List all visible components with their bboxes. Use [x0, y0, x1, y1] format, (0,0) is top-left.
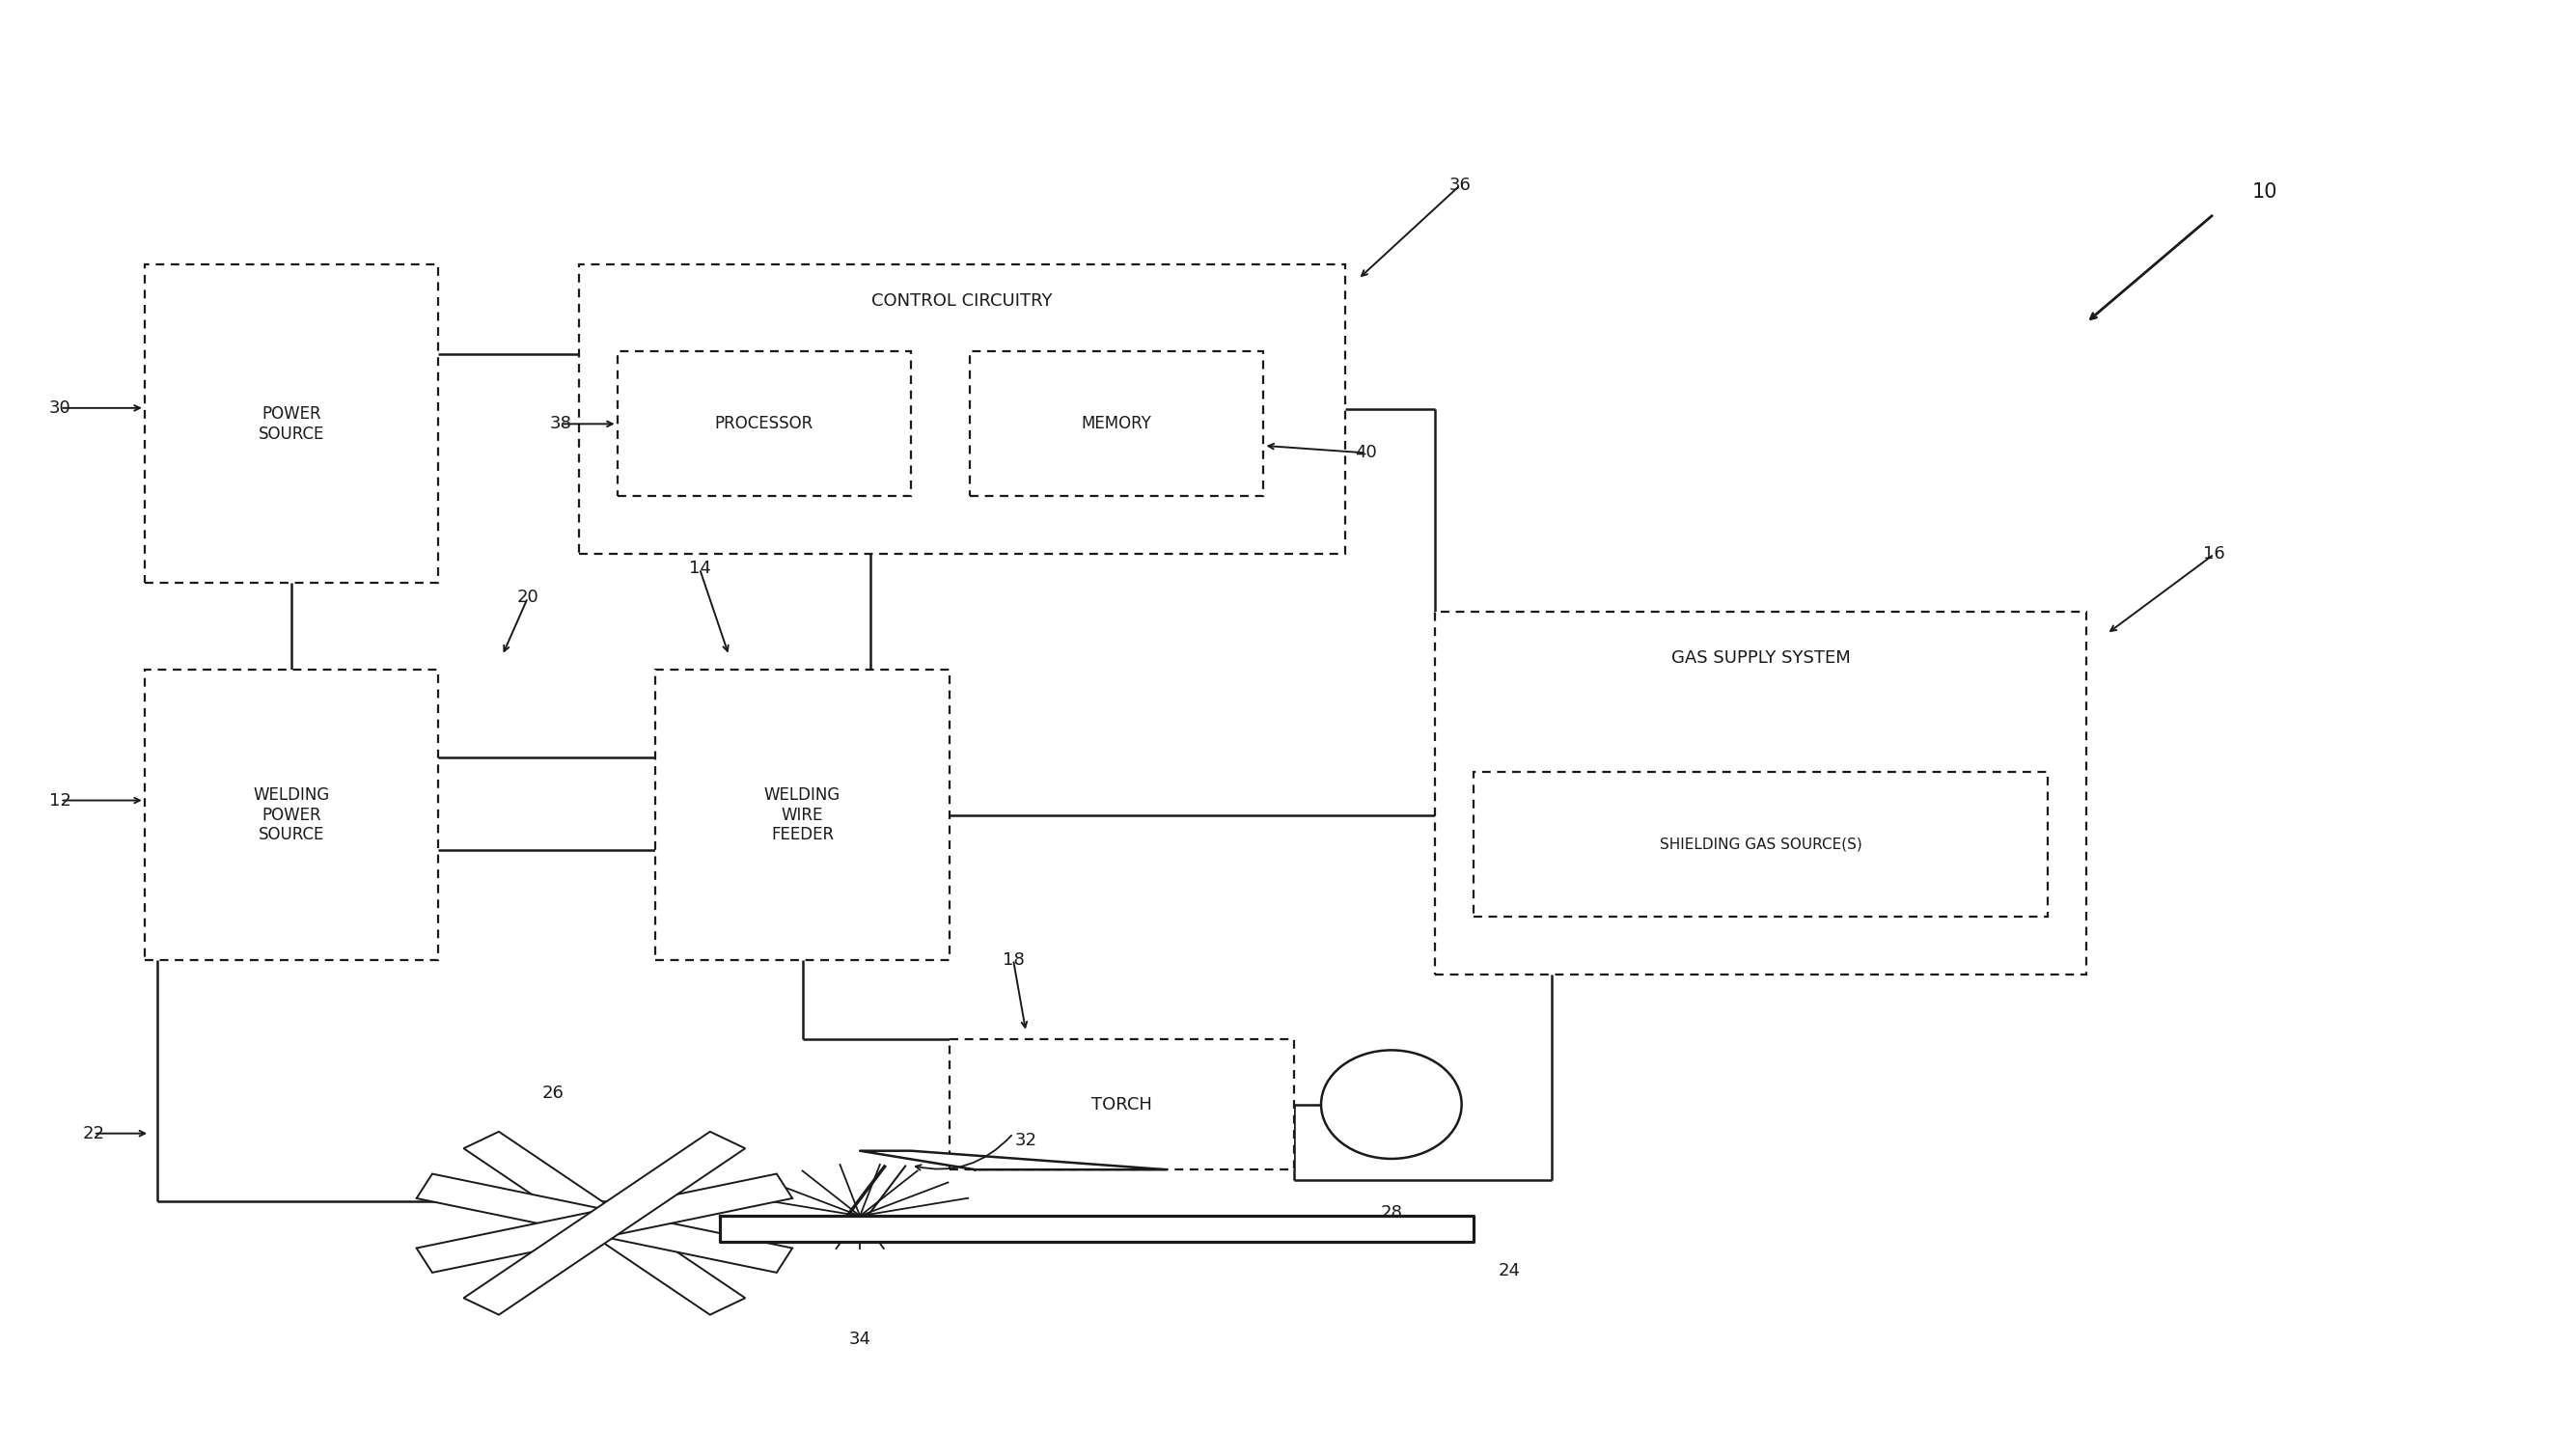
Polygon shape: [720, 1216, 1474, 1242]
Bar: [969, 351, 1264, 496]
Text: TORCH: TORCH: [1092, 1096, 1153, 1114]
Bar: [948, 1040, 1294, 1169]
Text: 26: 26: [543, 1085, 564, 1102]
Polygon shape: [418, 1174, 792, 1273]
Text: 30: 30: [49, 399, 72, 416]
Polygon shape: [418, 1174, 792, 1273]
Text: 28: 28: [1381, 1204, 1402, 1222]
Text: CONTROL CIRCUITRY: CONTROL CIRCUITRY: [871, 293, 1053, 310]
Text: 12: 12: [49, 792, 72, 810]
Bar: [1474, 772, 2048, 916]
Text: 20: 20: [518, 590, 538, 606]
Text: PROCESSOR: PROCESSOR: [715, 415, 812, 432]
Text: WELDING
POWER
SOURCE: WELDING POWER SOURCE: [254, 786, 331, 843]
Text: 32: 32: [1015, 1131, 1038, 1149]
Text: 38: 38: [551, 415, 572, 432]
Text: 18: 18: [1002, 951, 1025, 968]
Text: SHIELDING GAS SOURCE(S): SHIELDING GAS SOURCE(S): [1658, 837, 1861, 852]
Bar: [579, 265, 1346, 555]
Bar: [618, 351, 910, 496]
Polygon shape: [464, 1131, 746, 1315]
Text: 10: 10: [2253, 182, 2279, 202]
Text: GAS SUPPLY SYSTEM: GAS SUPPLY SYSTEM: [1671, 649, 1850, 667]
Polygon shape: [464, 1131, 746, 1315]
Bar: [1435, 612, 2086, 974]
Text: MEMORY: MEMORY: [1082, 415, 1151, 432]
Bar: [656, 670, 948, 960]
Text: WELDING
WIRE
FEEDER: WELDING WIRE FEEDER: [764, 786, 841, 843]
Polygon shape: [861, 1150, 1166, 1169]
Text: 34: 34: [848, 1331, 871, 1348]
Text: 16: 16: [2204, 546, 2225, 563]
Bar: [144, 670, 438, 960]
Text: 14: 14: [689, 561, 710, 578]
Ellipse shape: [1320, 1050, 1461, 1159]
Text: 24: 24: [1499, 1262, 1520, 1280]
Text: 36: 36: [1448, 176, 1471, 194]
Text: POWER
SOURCE: POWER SOURCE: [259, 405, 326, 443]
Text: 22: 22: [82, 1124, 105, 1142]
Bar: [144, 265, 438, 584]
Text: 40: 40: [1356, 444, 1376, 462]
